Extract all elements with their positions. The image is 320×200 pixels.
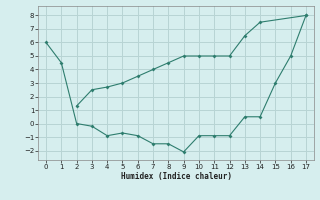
X-axis label: Humidex (Indice chaleur): Humidex (Indice chaleur) bbox=[121, 172, 231, 181]
